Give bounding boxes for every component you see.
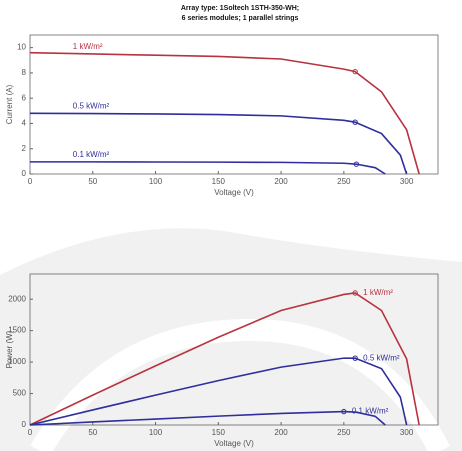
curve	[30, 162, 385, 174]
y-tick-label: 2	[22, 144, 27, 153]
y-axis-label: Power (W)	[5, 330, 14, 368]
series-label: 0.1 kW/m²	[352, 407, 389, 416]
y-tick-label: 10	[17, 43, 26, 52]
x-tick-label: 150	[212, 177, 226, 186]
x-tick-label: 0	[28, 428, 33, 437]
x-tick-label: 0	[28, 177, 33, 186]
x-tick-label: 100	[149, 177, 163, 186]
y-tick-label: 4	[22, 119, 27, 128]
x-tick-label: 50	[88, 177, 97, 186]
y-tick-label: 2000	[8, 294, 26, 303]
y-axis-label: Current (A)	[5, 84, 14, 124]
y-tick-label: 6	[22, 93, 27, 102]
x-axis-label: Voltage (V)	[214, 439, 254, 448]
y-tick-label: 8	[22, 68, 27, 77]
x-tick-label: 50	[88, 428, 97, 437]
series-label: 1 kW/m²	[73, 42, 103, 51]
x-tick-label: 300	[400, 177, 414, 186]
x-tick-label: 250	[337, 177, 351, 186]
title: Array type: 1Soltech 1STH-350-WH;	[181, 5, 299, 12]
series-label: 0.1 kW/m²	[73, 150, 110, 159]
x-tick-label: 150	[212, 428, 226, 437]
x-tick-label: 200	[274, 428, 288, 437]
figure: Array type: 1Soltech 1STH-350-WH; 6 seri…	[0, 0, 462, 451]
series-label: 0.5 kW/m²	[73, 102, 110, 111]
x-tick-label: 250	[337, 428, 351, 437]
subtitle: 6 series modules; 1 parallel strings	[182, 15, 299, 22]
x-axis-label: Voltage (V)	[214, 188, 254, 197]
x-tick-label: 200	[274, 177, 288, 186]
x-tick-label: 100	[149, 428, 163, 437]
series-label: 0.5 kW/m²	[363, 353, 400, 362]
y-tick-label: 0	[22, 169, 27, 178]
curve	[30, 113, 407, 174]
y-tick-label: 500	[13, 389, 27, 398]
y-tick-label: 0	[22, 420, 27, 429]
x-tick-label: 300	[400, 428, 414, 437]
series-label: 1 kW/m²	[363, 288, 393, 297]
